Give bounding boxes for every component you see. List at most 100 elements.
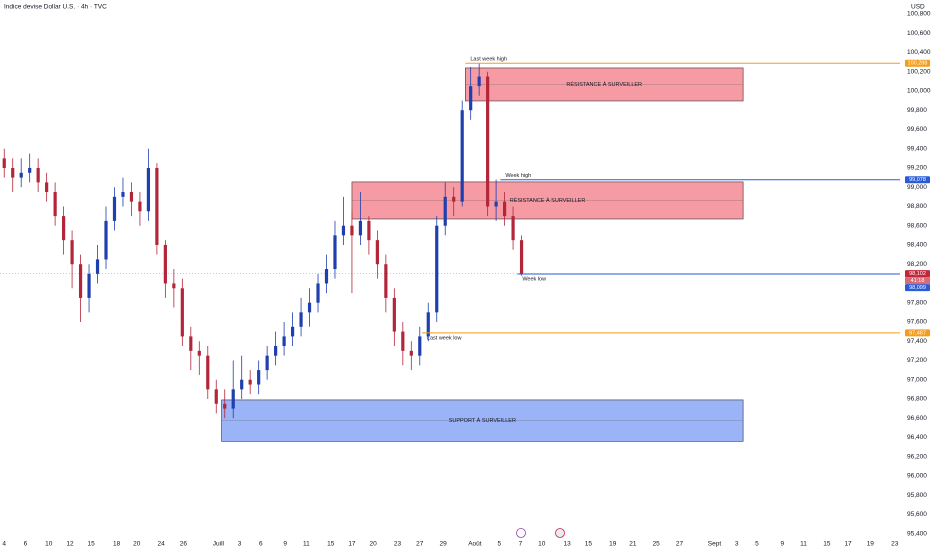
candle-body xyxy=(316,283,320,303)
candle-body xyxy=(367,220,371,241)
x-tick-label: 25 xyxy=(653,541,661,548)
event-icon[interactable] xyxy=(516,528,526,538)
x-tick-label: 15 xyxy=(88,541,96,548)
candle-body xyxy=(375,240,379,265)
y-tick-label: 100,200 xyxy=(907,68,931,75)
candle-body xyxy=(299,312,303,327)
y-tick-label: 97,400 xyxy=(907,338,927,345)
x-tick-label: 21 xyxy=(629,541,637,548)
price-tag-text: 99,078 xyxy=(909,177,926,183)
candle-body xyxy=(324,269,329,284)
candle-body xyxy=(19,172,23,178)
x-tick-label: 13 xyxy=(564,541,572,548)
candle-body xyxy=(350,225,354,236)
candle-body xyxy=(477,76,481,87)
y-tick-label: 98,200 xyxy=(907,261,927,268)
candle-body xyxy=(435,225,439,313)
x-tick-label: 15 xyxy=(585,541,593,548)
zone-label: RÉSISTANCE À SURVEILLER xyxy=(566,81,642,88)
zone-label: RÉSISTANCE À SURVEILLER xyxy=(510,197,586,204)
candle-body xyxy=(206,355,210,390)
x-tick-label: 23 xyxy=(891,541,899,548)
candle-body xyxy=(519,240,524,274)
candle-body xyxy=(95,259,100,274)
candle-body xyxy=(307,302,312,313)
y-tick-label: 100,800 xyxy=(907,11,931,18)
x-tick-label: 17 xyxy=(844,541,852,548)
candle-body xyxy=(290,326,295,337)
event-icon[interactable] xyxy=(555,528,565,538)
candle-body xyxy=(155,167,159,245)
currency-label: USD xyxy=(911,4,925,11)
candle-body xyxy=(341,225,346,236)
y-tick-label: 95,800 xyxy=(907,492,927,499)
y-tick-label: 99,800 xyxy=(907,107,927,114)
candle-body xyxy=(460,110,464,202)
level-label: Last week low xyxy=(427,335,462,341)
candle-body xyxy=(172,283,176,289)
y-tick-label: 95,600 xyxy=(907,511,927,518)
price-tag-text: 100,288 xyxy=(908,61,928,67)
x-tick-label: 6 xyxy=(24,541,28,548)
candle-body xyxy=(274,346,278,356)
y-tick-label: 95,400 xyxy=(907,530,927,537)
y-tick-label: 98,800 xyxy=(907,203,927,210)
x-tick-label: 29 xyxy=(439,541,447,548)
price-tag xyxy=(905,284,930,292)
candle-body xyxy=(469,86,473,111)
candle-body xyxy=(87,273,91,298)
candle-body xyxy=(138,201,142,212)
x-tick-label: 3 xyxy=(735,541,739,548)
candle-body xyxy=(282,336,286,347)
x-tick-label: 24 xyxy=(158,541,166,548)
y-tick-label: 96,200 xyxy=(907,453,927,460)
y-tick-label: 98,400 xyxy=(907,242,927,249)
price-tag xyxy=(905,329,930,337)
candle-body xyxy=(392,297,396,332)
x-tick-label: 17 xyxy=(348,541,356,548)
x-tick-label: Juill xyxy=(213,541,225,548)
candle-body xyxy=(45,182,49,193)
countdown-tag xyxy=(905,277,930,285)
candle-body xyxy=(197,350,201,356)
candle-body xyxy=(2,158,6,168)
x-tick-label: Août xyxy=(468,541,482,548)
candle-body xyxy=(486,76,490,207)
x-tick-label: 23 xyxy=(394,541,402,548)
x-tick-label: 15 xyxy=(823,541,831,548)
y-tick-label: 99,000 xyxy=(907,184,927,191)
x-tick-label: 5 xyxy=(755,541,759,548)
candle-body xyxy=(104,220,108,260)
x-tick-label: Sept xyxy=(708,541,722,548)
x-tick-label: 9 xyxy=(781,541,785,548)
candle-body xyxy=(240,379,244,390)
x-tick-label: 12 xyxy=(66,541,74,548)
price-tag-text: 97,487 xyxy=(909,330,926,336)
x-tick-label: 20 xyxy=(370,541,378,548)
candle-body xyxy=(231,389,235,409)
y-tick-label: 99,400 xyxy=(907,145,927,152)
x-tick-label: 6 xyxy=(259,541,263,548)
y-tick-label: 98,600 xyxy=(907,222,927,229)
candle-body xyxy=(265,355,269,371)
candle-body xyxy=(248,379,252,385)
x-tick-label: 11 xyxy=(800,541,807,548)
level-label: Week high xyxy=(505,173,531,179)
y-tick-label: 97,000 xyxy=(907,376,927,383)
candle-body xyxy=(163,244,167,284)
candle-body xyxy=(28,167,32,173)
y-tick-label: 97,600 xyxy=(907,319,927,326)
x-tick-label: 7 xyxy=(519,541,523,548)
level-label: Last week high xyxy=(470,57,507,63)
candle-body xyxy=(180,288,184,337)
x-tick-label: 27 xyxy=(676,541,684,548)
candle-body xyxy=(70,240,74,265)
y-tick-label: 99,600 xyxy=(907,126,927,133)
price-tag-text: 98,099 xyxy=(909,285,926,291)
candle-body xyxy=(189,336,193,351)
candle-body xyxy=(112,196,117,221)
last-price-tag xyxy=(905,270,930,278)
candle-body xyxy=(257,370,261,385)
x-tick-label: 27 xyxy=(416,541,424,548)
